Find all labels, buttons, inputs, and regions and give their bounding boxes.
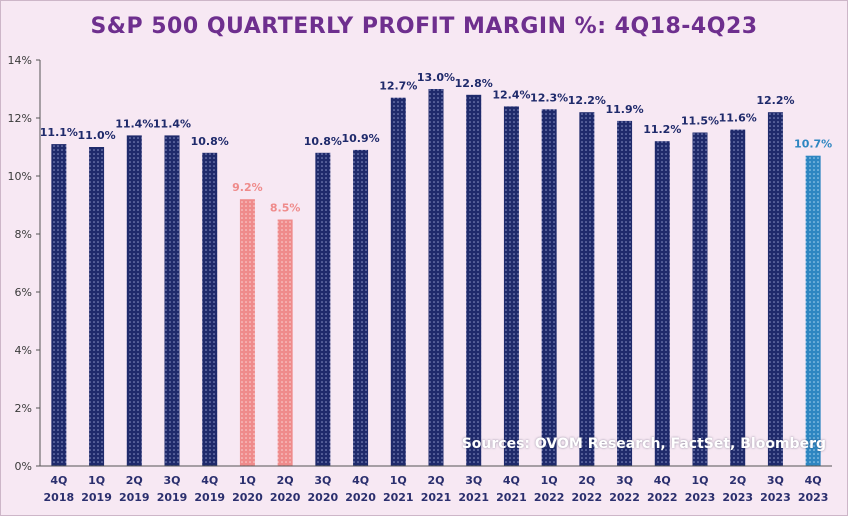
x-tick-year: 2023 bbox=[722, 491, 753, 504]
bar-3q-2022 bbox=[617, 120, 633, 467]
x-tick-year: 2019 bbox=[81, 491, 112, 504]
x-tick-year: 2021 bbox=[496, 491, 527, 504]
bar-1q-2020 bbox=[239, 199, 255, 466]
data-label: 10.7% bbox=[794, 138, 832, 151]
x-tick-year: 2021 bbox=[421, 491, 452, 504]
x-tick-year: 2019 bbox=[119, 491, 150, 504]
x-tick-quarter: 4Q bbox=[805, 474, 822, 487]
data-label: 11.0% bbox=[77, 129, 115, 142]
bar-3q-2019 bbox=[164, 135, 180, 466]
x-tick-quarter: 4Q bbox=[201, 474, 218, 487]
x-tick-year: 2018 bbox=[44, 491, 75, 504]
y-tick-label: 0% bbox=[15, 460, 32, 473]
x-tick-year: 2022 bbox=[647, 491, 678, 504]
x-tick-year: 2023 bbox=[685, 491, 716, 504]
bar-1q-2019 bbox=[89, 147, 105, 466]
x-tick-quarter: 4Q bbox=[352, 474, 369, 487]
y-axis: 0% 2% 4% 6% 8% 10% 12% 14% bbox=[8, 54, 41, 473]
data-label: 11.2% bbox=[643, 123, 681, 136]
bar-1q-2021 bbox=[390, 97, 406, 466]
x-tick-quarter: 2Q bbox=[126, 474, 143, 487]
x-tick-quarter: 1Q bbox=[239, 474, 256, 487]
x-tick-year: 2023 bbox=[760, 491, 791, 504]
y-tick-label: 12% bbox=[8, 112, 32, 125]
x-tick-year: 2023 bbox=[798, 491, 829, 504]
data-label: 8.5% bbox=[270, 202, 301, 215]
x-tick-quarter: 1Q bbox=[390, 474, 407, 487]
x-tick-quarter: 1Q bbox=[541, 474, 558, 487]
y-tick-label: 2% bbox=[15, 402, 32, 415]
x-tick-quarter: 1Q bbox=[691, 474, 708, 487]
data-label: 11.9% bbox=[605, 103, 643, 116]
data-label: 11.1% bbox=[40, 126, 78, 139]
x-tick-quarter: 2Q bbox=[578, 474, 595, 487]
bar-1q-2023 bbox=[692, 132, 708, 466]
bar-2q-2020 bbox=[277, 219, 293, 466]
x-tick-quarter: 4Q bbox=[50, 474, 67, 487]
y-tick-label: 6% bbox=[15, 286, 32, 299]
x-tick-quarter: 1Q bbox=[88, 474, 105, 487]
bars-group bbox=[51, 89, 821, 467]
x-axis: 4Q 2018 1Q 2019 2Q 2019 3Q 2019 4Q 2019 1Q 2020 2Q 20… bbox=[40, 465, 832, 504]
bar-2q-2023 bbox=[730, 129, 746, 466]
y-tick-label: 8% bbox=[15, 228, 32, 241]
data-label: 10.8% bbox=[191, 135, 229, 148]
data-label: 10.8% bbox=[304, 135, 342, 148]
x-tick-year: 2020 bbox=[308, 491, 339, 504]
x-tick-quarter: 3Q bbox=[163, 474, 180, 487]
bar-3q-2021 bbox=[466, 94, 482, 467]
x-tick-quarter: 2Q bbox=[729, 474, 746, 487]
data-label: 12.3% bbox=[530, 91, 568, 104]
data-label: 13.0% bbox=[417, 71, 455, 84]
data-label: 11.4% bbox=[115, 117, 153, 130]
bar-4q-2018 bbox=[51, 144, 67, 466]
x-tick-year: 2021 bbox=[383, 491, 414, 504]
x-tick-quarter: 4Q bbox=[503, 474, 520, 487]
x-tick-quarter: 3Q bbox=[465, 474, 482, 487]
data-label: 11.4% bbox=[153, 117, 191, 130]
x-tick-year: 2020 bbox=[232, 491, 263, 504]
data-label: 11.6% bbox=[719, 112, 757, 125]
x-tick-year: 2022 bbox=[609, 491, 640, 504]
data-label: 11.5% bbox=[681, 115, 719, 128]
x-tick-quarter: 2Q bbox=[427, 474, 444, 487]
x-tick-year: 2020 bbox=[270, 491, 301, 504]
data-label: 12.2% bbox=[756, 94, 794, 107]
x-tick-quarter: 3Q bbox=[767, 474, 784, 487]
x-tick-quarter: 3Q bbox=[616, 474, 633, 487]
x-tick-quarter: 2Q bbox=[277, 474, 294, 487]
data-label: 12.8% bbox=[455, 77, 493, 90]
bar-1q-2022 bbox=[541, 109, 557, 467]
bar-4q-2020 bbox=[353, 149, 369, 466]
x-tick-year: 2022 bbox=[572, 491, 603, 504]
bar-4q-2021 bbox=[503, 106, 519, 467]
data-label: 12.2% bbox=[568, 94, 606, 107]
bar-3q-2023 bbox=[767, 112, 783, 466]
chart-title: S&P 500 QUARTERLY PROFIT MARGIN %: 4Q18-… bbox=[90, 14, 758, 39]
data-label: 12.4% bbox=[492, 88, 530, 101]
data-label: 12.7% bbox=[379, 80, 417, 93]
bar-4q-2022 bbox=[654, 141, 670, 466]
bar-4q-2023 bbox=[805, 155, 821, 466]
data-label: 9.2% bbox=[232, 181, 263, 194]
y-tick-label: 10% bbox=[8, 170, 32, 183]
x-tick-quarter: 4Q bbox=[654, 474, 671, 487]
bar-2q-2021 bbox=[428, 89, 444, 466]
x-tick-year: 2019 bbox=[157, 491, 188, 504]
x-tick-quarter: 3Q bbox=[314, 474, 331, 487]
bar-2q-2019 bbox=[126, 135, 142, 466]
bar-3q-2020 bbox=[315, 152, 331, 467]
data-label: 10.9% bbox=[341, 132, 379, 145]
y-tick-label: 14% bbox=[8, 54, 32, 67]
bar-4q-2019 bbox=[202, 152, 218, 467]
source-note: Sources: OVOM Research, FactSet, Bloombe… bbox=[461, 436, 826, 452]
bar-2q-2022 bbox=[579, 112, 595, 466]
x-tick-year: 2019 bbox=[194, 491, 225, 504]
x-tick-year: 2022 bbox=[534, 491, 565, 504]
data-labels-group: 11.1% 11.0%11.4% 11.4%10.8%9.2%8.5%10.8% 10… bbox=[40, 71, 832, 215]
y-tick-label: 4% bbox=[15, 344, 32, 357]
x-tick-year: 2020 bbox=[345, 491, 376, 504]
x-tick-year: 2021 bbox=[458, 491, 489, 504]
